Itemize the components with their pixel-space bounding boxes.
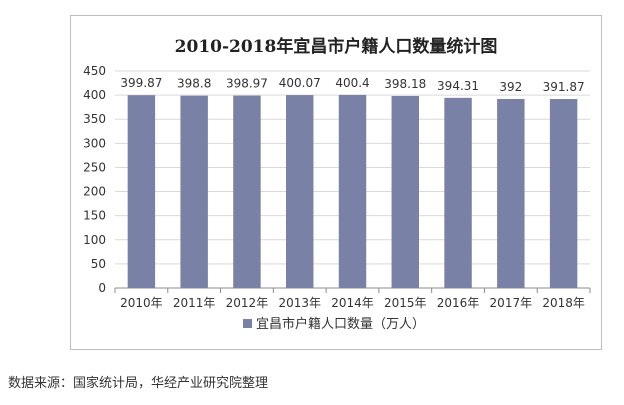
bar <box>233 95 261 288</box>
x-tick-label: 2011年 <box>173 296 216 310</box>
bar <box>180 95 208 288</box>
chart-frame: 2010-2018年宜昌市户籍人口数量统计图 0 50 100 150 200 250 30… <box>70 15 602 350</box>
chart-title: 2010-2018年宜昌市户籍人口数量统计图 <box>174 37 498 57</box>
y-tick-label: 300 <box>83 136 106 150</box>
data-label: 398.18 <box>384 77 426 91</box>
bar <box>497 98 525 288</box>
bar <box>127 95 156 288</box>
data-label: 391.87 <box>543 80 585 94</box>
bar <box>549 99 578 288</box>
x-tick-label: 2017年 <box>490 296 533 310</box>
data-label: 398.8 <box>177 77 211 91</box>
bar <box>444 97 472 289</box>
data-label: 400.07 <box>279 76 321 90</box>
y-tick-label: 250 <box>83 160 106 174</box>
x-tick-label: 2018年 <box>542 296 585 310</box>
x-tick-label: 2015年 <box>384 296 427 310</box>
data-label: 399.87 <box>120 76 162 90</box>
x-tick-label: 2010年 <box>120 296 163 310</box>
x-tick-label: 2013年 <box>278 296 321 310</box>
y-tick-label: 350 <box>83 112 106 126</box>
y-tick-label: 450 <box>83 64 106 78</box>
y-tick-label: 200 <box>83 185 106 199</box>
bar-chart: 0 50 100 150 200 250 300 350 400 450 399.87 2010年 39… <box>83 64 591 332</box>
x-tick-label: 2016年 <box>437 296 480 310</box>
data-label: 392 <box>499 80 522 94</box>
y-tick-label: 100 <box>83 233 106 247</box>
data-label: 394.31 <box>437 79 479 93</box>
bar <box>391 95 419 288</box>
data-label: 398.97 <box>226 77 268 91</box>
legend-swatch <box>243 319 252 328</box>
source-note: 数据来源：国家统计局，华经产业研究院整理 <box>8 376 269 391</box>
x-tick-label: 2014年 <box>331 296 374 310</box>
bar <box>286 95 314 288</box>
y-tick-label: 400 <box>83 88 106 102</box>
data-label: 400.4 <box>335 76 369 90</box>
y-tick-label: 150 <box>83 209 106 223</box>
x-tick-label: 2012年 <box>226 296 269 310</box>
bar <box>338 94 367 289</box>
legend-label: 宜昌市户籍人口数量（万人） <box>256 316 425 332</box>
y-tick-label: 50 <box>91 257 106 271</box>
y-tick-label: 0 <box>98 281 106 295</box>
